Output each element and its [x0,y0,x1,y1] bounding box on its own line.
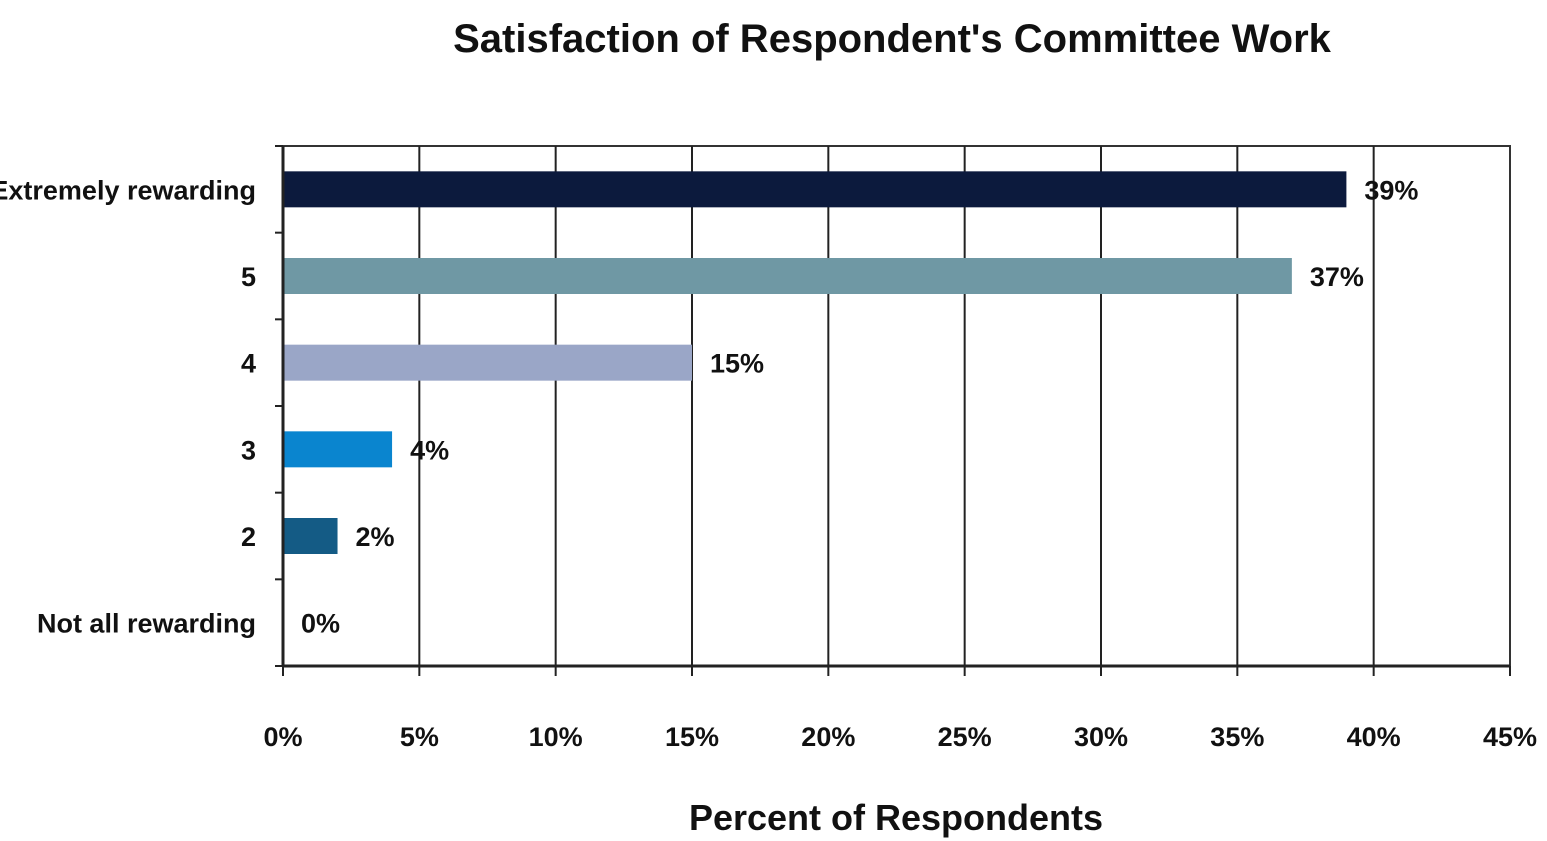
plot-area: 0% 5% 10% 15% 20% 25% 30% 35% 40% 45%Extremely re… [0,145,1537,752]
x-tick-label: 35% [1210,722,1264,752]
category-label: 5 [241,262,256,292]
bar [283,518,338,554]
x-tick-label: 0% [263,722,302,752]
x-tick-label: 40% [1347,722,1401,752]
x-tick-label: 45% [1483,722,1537,752]
x-tick-label: 30% [1074,722,1128,752]
x-tick-label: 15% [665,722,719,752]
x-tick-label: 20% [801,722,855,752]
data-label: 2% [356,522,395,552]
x-tick-label: 25% [938,722,992,752]
bar [283,258,1292,294]
data-label: 39% [1364,175,1418,205]
bar [283,171,1347,208]
bar [283,431,393,468]
category-label: 4 [241,349,256,379]
category-label: 2 [241,522,256,552]
data-label: 15% [710,349,764,379]
data-label: 4% [410,435,449,465]
x-tick-label: 10% [529,722,583,752]
bar [283,344,692,381]
data-label: 37% [1310,262,1364,292]
category-label: Not all rewarding [37,609,256,639]
data-label: 0% [301,609,340,639]
x-tick-label: 5% [400,722,439,752]
category-label: Extremely rewarding [0,175,256,205]
chart-title: Satisfaction of Respondent's Committee W… [453,17,1332,61]
category-label: 3 [241,435,256,465]
plot-border [282,145,1511,667]
x-axis-title: Percent of Respondents [689,797,1103,838]
